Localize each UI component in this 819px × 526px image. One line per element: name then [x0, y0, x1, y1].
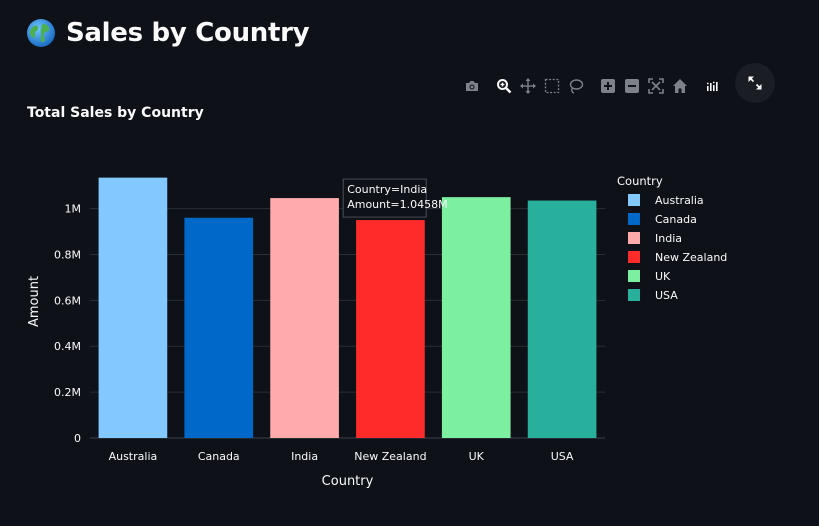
legend-label: USA [655, 289, 678, 302]
box-select-icon[interactable] [544, 78, 560, 94]
legend-label: Canada [655, 213, 697, 226]
tooltip-line: Amount=1.0458M [347, 198, 447, 211]
plot-modebar [464, 78, 728, 94]
legend-label: Australia [655, 194, 704, 207]
bar-uk[interactable] [441, 197, 511, 438]
x-tick-label: India [291, 450, 318, 463]
legend-swatch [628, 213, 640, 225]
zoom-in-icon[interactable] [600, 78, 616, 94]
legend-item[interactable]: New Zealand [628, 251, 727, 264]
y-tick-label: 0 [74, 432, 81, 445]
legend-label: India [655, 232, 682, 245]
legend-item[interactable]: Australia [628, 194, 704, 207]
bar-australia[interactable] [98, 177, 168, 438]
legend-item[interactable]: India [628, 232, 682, 245]
expand-icon [748, 76, 762, 90]
x-tick-label: Canada [198, 450, 240, 463]
legend-swatch [628, 270, 640, 282]
legend-label: UK [655, 270, 671, 283]
fullscreen-button[interactable] [735, 63, 775, 103]
tooltip-box [342, 178, 427, 218]
tooltip-line: Country=India [347, 183, 427, 196]
lasso-select-icon[interactable] [568, 78, 584, 94]
hover-tooltip: Country=India Amount=1.0458M [342, 178, 448, 218]
zoom-out-icon[interactable] [624, 78, 640, 94]
x-tick-label: UK [469, 450, 485, 463]
y-tick-label: 0.8M [54, 248, 81, 261]
axis-ticks: 0 0.2M 0.4M 0.6M 0.8M 1M Australia Canada India N… [54, 203, 574, 463]
legend-title: Country [617, 174, 663, 188]
legend-item[interactable]: UK [628, 270, 671, 283]
x-tick-label: Australia [109, 450, 158, 463]
y-tick-label: 0.2M [54, 386, 81, 399]
y-axis-label: Amount [27, 276, 42, 327]
legend-swatch [628, 289, 640, 301]
x-tick-label: USA [551, 450, 574, 463]
y-tick-label: 0.6M [54, 294, 81, 307]
legend-swatch [628, 232, 640, 244]
camera-icon[interactable] [464, 78, 480, 94]
bar-india[interactable] [270, 198, 339, 438]
bars [98, 177, 597, 438]
app-header: Sales by Country [26, 18, 310, 48]
bar-usa[interactable] [527, 200, 597, 438]
x-tick-label: New Zealand [354, 450, 426, 463]
legend: Country Australia Canada India New Zealand U… [617, 174, 727, 302]
home-icon[interactable] [672, 78, 688, 94]
x-axis-label: Country [322, 474, 374, 489]
y-tick-label: 1M [65, 203, 82, 216]
autoscale-icon[interactable] [648, 78, 664, 94]
legend-item[interactable]: USA [628, 289, 678, 302]
legend-swatch [628, 194, 640, 206]
plotly-logo-icon[interactable] [704, 78, 720, 94]
pan-icon[interactable] [520, 78, 536, 94]
chart-title: Total Sales by Country [27, 105, 204, 121]
zoom-icon[interactable] [496, 78, 512, 94]
legend-swatch [628, 251, 640, 263]
legend-label: New Zealand [655, 251, 727, 264]
legend-item[interactable]: Canada [628, 213, 697, 226]
page-title: Sales by Country [66, 18, 310, 48]
bar-canada[interactable] [184, 217, 254, 438]
bar-new-zealand[interactable] [356, 220, 425, 438]
y-tick-label: 0.4M [54, 340, 81, 353]
globe-icon [27, 19, 55, 47]
